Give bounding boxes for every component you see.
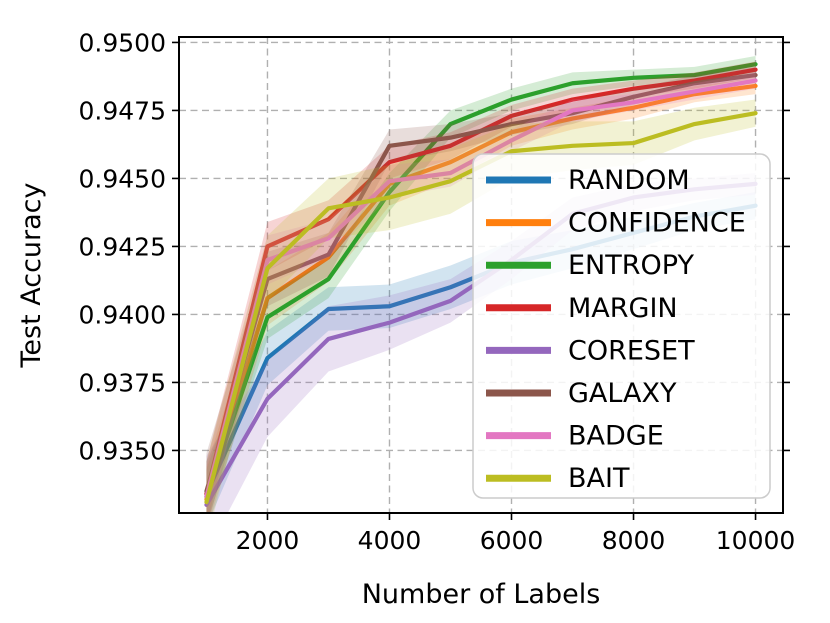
x-tick-label: 8000 xyxy=(602,526,666,555)
x-tick-label: 4000 xyxy=(358,526,422,555)
legend-item-entropy: ENTROPY xyxy=(486,250,694,281)
legend-label-coreset: CORESET xyxy=(568,335,695,366)
legend-item-confidence: CONFIDENCE xyxy=(486,208,746,239)
x-tick-label: 10000 xyxy=(716,526,796,555)
y-tick-label: 0.9500 xyxy=(79,28,166,57)
axis-ticks xyxy=(172,41,790,520)
legend-label-margin: MARGIN xyxy=(568,293,678,324)
x-tick-label: 2000 xyxy=(236,526,300,555)
plot-border xyxy=(178,36,784,514)
line-galaxy xyxy=(204,72,758,494)
legend-item-galaxy: GALAXY xyxy=(486,378,677,409)
y-tick-label: 0.9350 xyxy=(79,436,166,465)
legend-item-random: RANDOM xyxy=(486,165,690,196)
legend-label-confidence: CONFIDENCE xyxy=(568,208,746,239)
y-tick-label: 0.9425 xyxy=(79,232,166,261)
tick-labels: 2000 4000 6000 8000 10000 0.9350 0.9375 0.9400 0… xyxy=(79,28,796,555)
line-confidence xyxy=(204,83,758,502)
y-axis-label: Test Accuracy xyxy=(16,182,47,368)
legend-item-coreset: CORESET xyxy=(486,335,695,366)
legend-item-margin: MARGIN xyxy=(486,293,678,324)
y-tick-label: 0.9400 xyxy=(79,300,166,329)
band-coreset xyxy=(206,173,756,513)
x-axis-label: Number of Labels xyxy=(362,579,601,610)
legend-label-galaxy: GALAXY xyxy=(568,378,677,409)
legend-label-badge: BADGE xyxy=(568,421,664,452)
legend: RANDOM CONFIDENCE ENTROPY MARGIN CORESET GALA… xyxy=(472,153,771,499)
legend-box xyxy=(472,153,771,499)
band-bait xyxy=(206,99,756,513)
y-tick-label: 0.9450 xyxy=(79,164,166,193)
legend-item-badge: BADGE xyxy=(486,421,664,452)
legend-label-random: RANDOM xyxy=(568,165,690,196)
legend-item-bait: BAIT xyxy=(486,463,630,494)
y-tick-label: 0.9475 xyxy=(79,96,166,125)
x-tick-label: 6000 xyxy=(480,526,544,555)
legend-label-bait: BAIT xyxy=(568,463,630,494)
line-entropy xyxy=(204,62,758,499)
legend-label-entropy: ENTROPY xyxy=(568,250,694,281)
y-tick-label: 0.9375 xyxy=(79,368,166,397)
